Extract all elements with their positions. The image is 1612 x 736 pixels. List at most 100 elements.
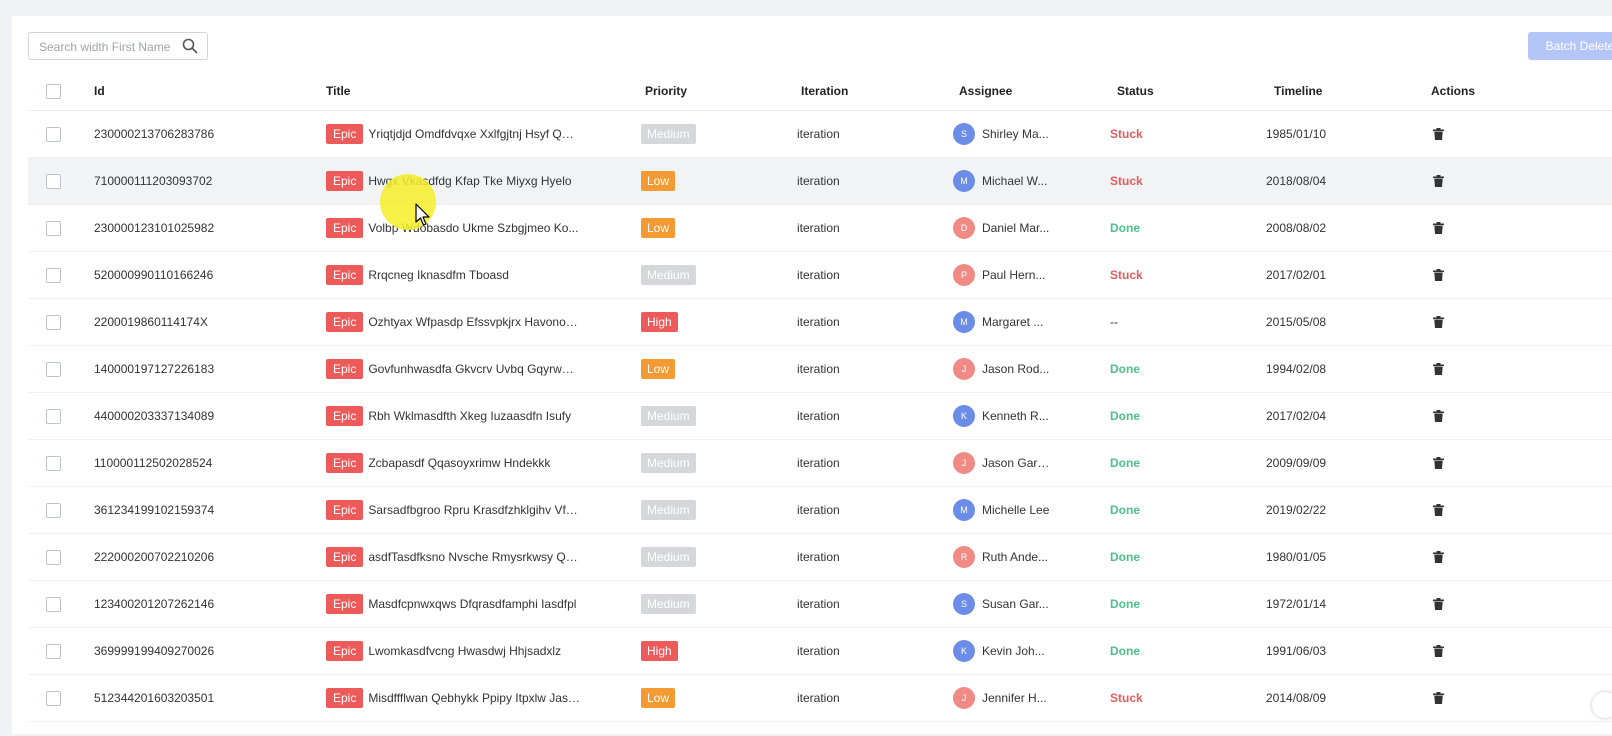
cell-priority: Low [641, 346, 781, 392]
row-checkbox[interactable] [46, 267, 61, 283]
title-text[interactable]: Lwomkasdfvcng Hwasdwj Hhjsadxlz [368, 644, 562, 658]
trash-icon[interactable] [1433, 457, 1444, 469]
epic-tag: Epic [326, 265, 364, 285]
avatar: J [953, 687, 975, 709]
assignee-name: Margaret ... [982, 315, 1044, 329]
assignee-name: Jason Rod... [982, 362, 1050, 376]
avatar: R [953, 546, 975, 568]
column-header-status[interactable]: Status [1117, 84, 1154, 98]
title-text[interactable]: Zcbapasdf Qqasoyxrimw Hndekkk [368, 456, 551, 470]
cursor-highlight [380, 174, 436, 230]
title-text[interactable]: Ozhtyax Wfpasdp Efssvpkjrx Havonov ... [368, 315, 581, 329]
trash-icon[interactable] [1433, 504, 1444, 516]
row-checkbox[interactable] [46, 643, 61, 659]
table-row[interactable]: 710000111203093702 Epic Hwgx Vkasdfdg Kf… [28, 158, 1612, 205]
search-input[interactable] [37, 37, 181, 57]
search-box[interactable] [28, 32, 208, 60]
search-icon[interactable] [182, 38, 198, 54]
row-checkbox[interactable] [46, 408, 61, 424]
table-row[interactable]: 140000197127226183 Epic Govfunhwasdfa Gk… [28, 346, 1612, 393]
row-checkbox[interactable] [46, 596, 61, 612]
cell-priority: Low [641, 675, 781, 721]
status-text: Done [1110, 503, 1140, 517]
select-all-checkbox[interactable] [46, 83, 61, 99]
trash-icon[interactable] [1433, 128, 1444, 140]
trash-icon[interactable] [1433, 269, 1444, 281]
table-row[interactable]: 520000990110166246 Epic Rrqcneg Iknasdfm… [28, 252, 1612, 299]
cell-iteration: iteration [797, 174, 840, 188]
floating-tool-icon[interactable] [1592, 692, 1612, 718]
cell-title: Epic asdfTasdfksno Nvsche Rmysrkwsy Qxj.… [326, 534, 626, 580]
table-row[interactable]: 361234199102159374 Epic Sarsadfbgroo Rpr… [28, 487, 1612, 534]
cell-iteration: iteration [797, 456, 840, 470]
title-text[interactable]: Rrqcneg Iknasdfm Tboasd [368, 268, 509, 282]
trash-icon[interactable] [1433, 692, 1444, 704]
table-row[interactable]: 222000200702210206 Epic asdfTasdfksno Nv… [28, 534, 1612, 581]
table-row[interactable]: 230000123101025982 Epic Volbp Wdobasdo U… [28, 205, 1612, 252]
status-text: Done [1110, 550, 1140, 564]
table-row[interactable]: 2200019860114174X Epic Ozhtyax Wfpasdp E… [28, 299, 1612, 346]
column-header-priority[interactable]: Priority [645, 84, 688, 98]
epic-tag: Epic [326, 453, 364, 473]
priority-badge: Low [641, 688, 676, 708]
column-header-assignee[interactable]: Assignee [959, 84, 1013, 98]
assignee-name: Susan Gar... [982, 597, 1049, 611]
cell-timeline: 2018/08/04 [1266, 174, 1327, 188]
avatar: S [953, 123, 975, 145]
cell-timeline: 2008/08/02 [1266, 221, 1327, 235]
batch-delete-button[interactable]: Batch Delete [1528, 32, 1612, 60]
column-header-id[interactable]: Id [94, 84, 105, 98]
row-checkbox[interactable] [46, 361, 61, 377]
table-row[interactable]: 230000213706283786 Epic Yriqtjdjd Omdfdv… [28, 111, 1612, 158]
title-text[interactable]: Govfunhwasdfa Gkvcrv Uvbq Gqyrwnt... [368, 362, 581, 376]
epic-tag: Epic [326, 406, 364, 426]
title-text[interactable]: Masdfcpnwxqws Dfqrasdfamphi Iasdfpl [368, 597, 577, 611]
cell-status: Done [1110, 346, 1250, 392]
trash-icon[interactable] [1433, 410, 1444, 422]
row-checkbox[interactable] [46, 126, 61, 142]
table-row[interactable]: 512344201603203501 Epic Misdffflwan Qebh… [28, 675, 1612, 722]
cell-assignee: K Kevin Joh... [953, 628, 1103, 674]
cell-assignee: M Michael W... [953, 158, 1103, 204]
table-body: 230000213706283786 Epic Yriqtjdjd Omdfdv… [28, 111, 1612, 722]
title-text[interactable]: asdfTasdfksno Nvsche Rmysrkwsy Qxj... [368, 550, 581, 564]
cell-timeline: 2014/08/09 [1266, 691, 1327, 705]
epic-tag: Epic [326, 171, 364, 191]
table-row[interactable]: 369999199409270026 Epic Lwomkasdfvcng Hw… [28, 628, 1612, 675]
column-header-iteration[interactable]: Iteration [801, 84, 849, 98]
cell-id: 369999199409270026 [94, 644, 215, 658]
title-text[interactable]: Misdffflwan Qebhykk Ppipy Itpxlw Jasd... [368, 691, 581, 705]
title-text[interactable]: Yriqtjdjd Omdfdvqxe Xxlfgjtnj Hsyf Qecu [368, 127, 581, 141]
row-checkbox[interactable] [46, 690, 61, 706]
column-header-timeline[interactable]: Timeline [1274, 84, 1323, 98]
cell-timeline: 2015/05/08 [1266, 315, 1327, 329]
row-checkbox[interactable] [46, 314, 61, 330]
title-text[interactable]: Rbh Wklmasdfth Xkeg Iuzaasdfn Isufy [368, 409, 572, 423]
trash-icon[interactable] [1433, 175, 1444, 187]
avatar: K [953, 405, 975, 427]
trash-icon[interactable] [1433, 316, 1444, 328]
row-checkbox[interactable] [46, 455, 61, 471]
table-row[interactable]: 123400201207262146 Epic Masdfcpnwxqws Df… [28, 581, 1612, 628]
cell-iteration: iteration [797, 691, 840, 705]
column-header-title[interactable]: Title [326, 84, 351, 98]
table-header: Id Title Priority Iteration Assignee Sta… [28, 72, 1612, 111]
cell-actions [1430, 205, 1550, 251]
row-checkbox[interactable] [46, 502, 61, 518]
avatar: M [953, 170, 975, 192]
row-checkbox[interactable] [46, 220, 61, 236]
cell-assignee: J Jason Rod... [953, 346, 1103, 392]
assignee-name: Michael W... [982, 174, 1048, 188]
table-row[interactable]: 110000112502028524 Epic Zcbapasdf Qqasoy… [28, 440, 1612, 487]
trash-icon[interactable] [1433, 598, 1444, 610]
title-text[interactable]: Sarsadfbgroo Rpru Krasdfzhklgihv Vfg... [368, 503, 581, 517]
row-checkbox[interactable] [46, 173, 61, 189]
trash-icon[interactable] [1433, 222, 1444, 234]
trash-icon[interactable] [1433, 645, 1444, 657]
table-row[interactable]: 440000203337134089 Epic Rbh Wklmasdfth X… [28, 393, 1612, 440]
cell-id: 2200019860114174X [94, 315, 208, 329]
trash-icon[interactable] [1433, 363, 1444, 375]
cell-status: Done [1110, 393, 1250, 439]
trash-icon[interactable] [1433, 551, 1444, 563]
row-checkbox[interactable] [46, 549, 61, 565]
